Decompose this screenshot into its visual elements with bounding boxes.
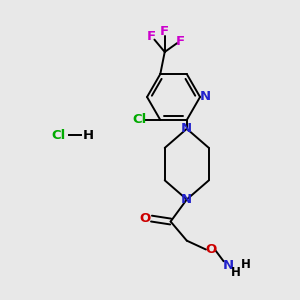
Text: N: N xyxy=(181,122,192,135)
Text: N: N xyxy=(181,193,192,206)
Text: Cl: Cl xyxy=(52,129,66,142)
Text: F: F xyxy=(147,30,156,43)
Text: Cl: Cl xyxy=(133,113,147,126)
Text: H: H xyxy=(240,258,250,271)
Text: F: F xyxy=(176,35,184,48)
Text: O: O xyxy=(206,243,217,256)
Text: O: O xyxy=(140,212,151,225)
Text: F: F xyxy=(160,25,169,38)
Text: N: N xyxy=(223,259,234,272)
Text: N: N xyxy=(200,91,211,103)
Text: H: H xyxy=(230,266,240,279)
Text: H: H xyxy=(82,129,94,142)
